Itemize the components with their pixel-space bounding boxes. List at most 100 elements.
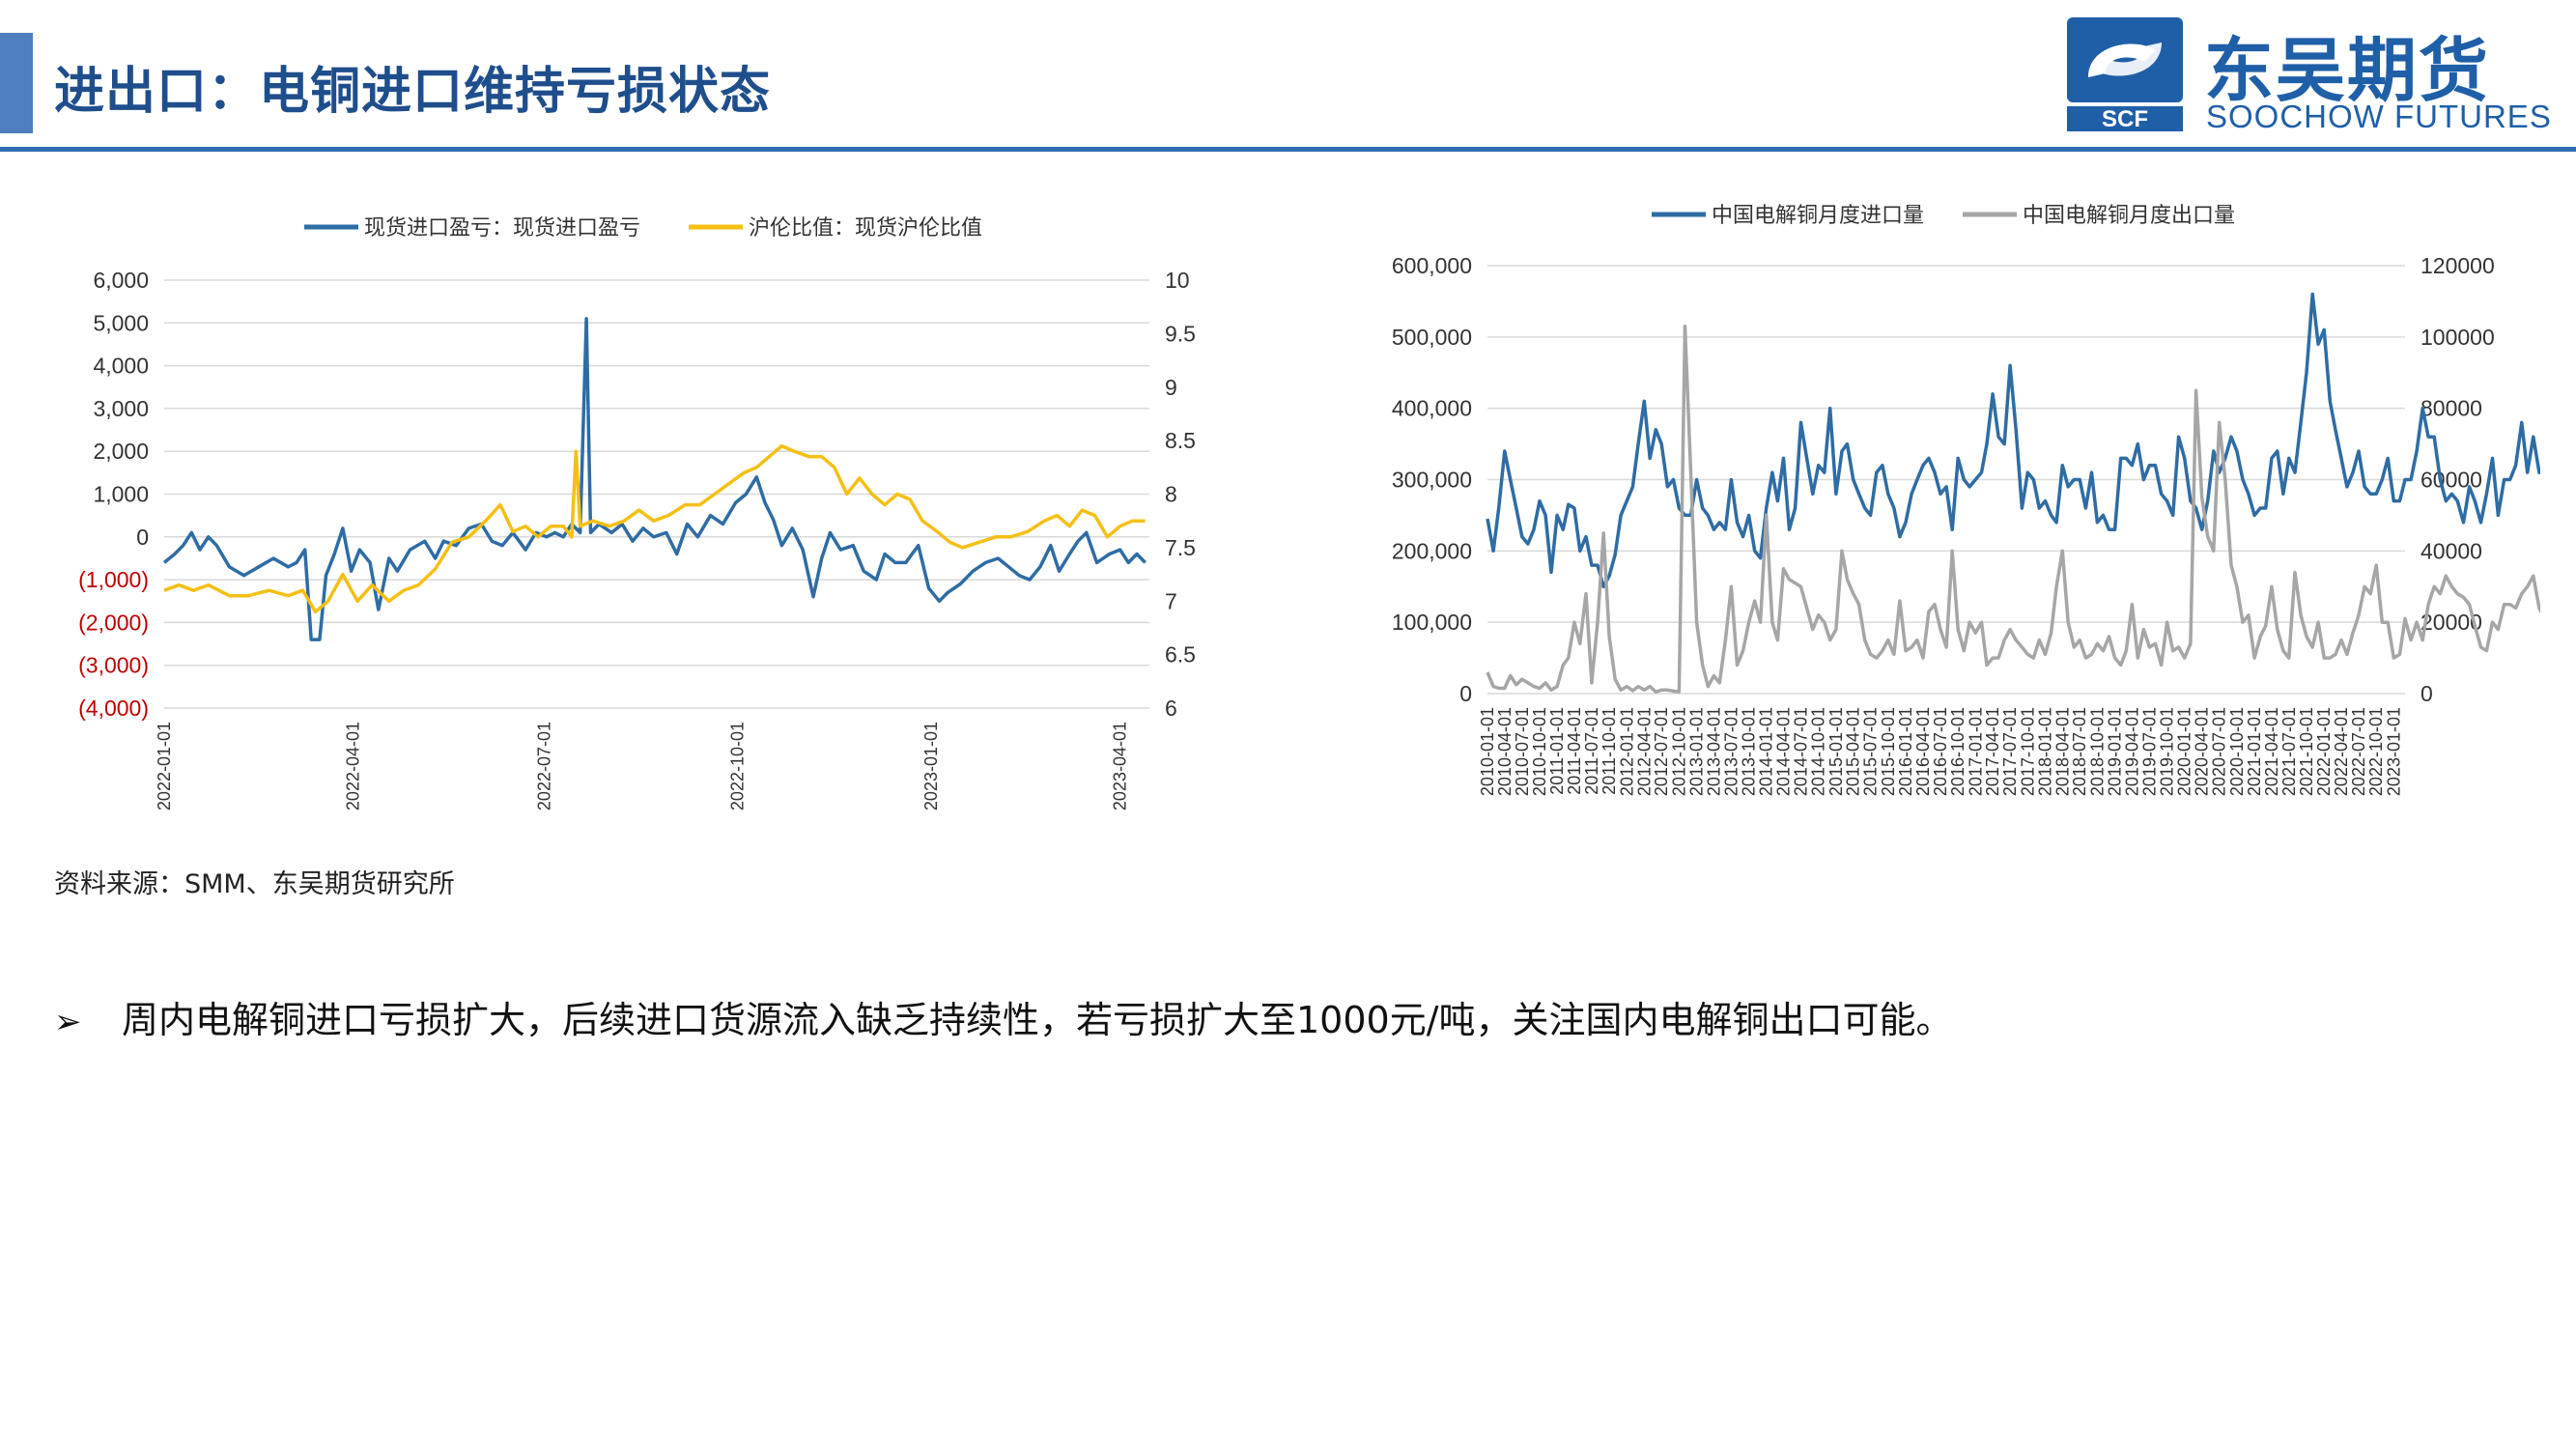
y-right-tick-label: 7.5 — [1165, 535, 1196, 560]
x-tick-label: 2022-07-01 — [2349, 707, 2368, 796]
y-left-tick-label: 300,000 — [1392, 468, 1472, 493]
x-tick-label: 2013-10-01 — [1740, 707, 1759, 796]
bullet-arrow-icon: ➢ — [54, 1003, 82, 1041]
x-tick-label: 2022-04-01 — [2332, 707, 2351, 796]
x-tick-label: 2017-01-01 — [1966, 707, 1985, 796]
x-tick-label: 2015-04-01 — [1844, 707, 1863, 796]
y-left-tick-label: 1,000 — [93, 482, 149, 507]
import-profit-chart-svg: 6,000 5,000 4,000 3,000 2,000 1,000 0 (1,000) (2… — [78, 215, 1196, 810]
logo-chinese-name: 东吴期货 — [2204, 30, 2491, 111]
x-tick-label: 2010-07-01 — [1513, 707, 1532, 796]
x-tick-label: 2013-01-01 — [1687, 707, 1707, 796]
y-right-tick-label: 60000 — [2420, 468, 2482, 493]
x-tick-label: 2012-07-01 — [1652, 707, 1671, 796]
y-left-tick-label: (3,000) — [78, 653, 149, 678]
y-left-tick-label: 400,000 — [1392, 396, 1472, 421]
logo-english-name: SOOCHOW FUTURES — [2206, 99, 2552, 134]
company-logo: SCF 东吴期货 SOOCHOW FUTURES — [2067, 14, 2560, 135]
x-tick-label: 2014-04-01 — [1774, 707, 1794, 796]
y-right-tick-label: 9 — [1165, 375, 1177, 400]
commentary-text: 周内电解铜进口亏损扩大，后续进口货源流入缺乏持续性，若亏损扩大至1000元/吨，… — [122, 999, 1953, 1041]
series-line-secondary — [1486, 325, 2576, 694]
scf-logo-mark: SCF — [2067, 17, 2183, 131]
x-tick-label: 2022-04-01 — [344, 722, 363, 810]
x-tick-label: 2015-10-01 — [1879, 707, 1898, 796]
x-tick-label: 2016-01-01 — [1896, 707, 1915, 796]
y-left-tick-label: 6,000 — [93, 268, 149, 293]
x-tick-label: 2019-10-01 — [2158, 707, 2177, 796]
x-tick-label: 2010-04-01 — [1495, 707, 1514, 796]
x-tick-label: 2014-07-01 — [1792, 707, 1811, 796]
x-tick-label: 2016-10-01 — [1948, 707, 1967, 796]
header-divider — [0, 147, 2576, 152]
y-right-tick-label: 7 — [1165, 588, 1177, 613]
y-left-tick-label: (4,000) — [78, 696, 149, 721]
x-tick-label: 2018-10-01 — [2087, 707, 2107, 796]
x-tick-label: 2020-10-01 — [2227, 707, 2247, 796]
y-right-tick-label: 120000 — [2420, 253, 2495, 278]
y-left-tick-label: 5,000 — [93, 310, 149, 335]
y-left-tick-label: (2,000) — [78, 610, 149, 635]
x-tick-label: 2022-07-01 — [535, 722, 554, 810]
x-tick-label: 2018-01-01 — [2035, 707, 2054, 796]
x-tick-label: 2011-07-01 — [1582, 707, 1601, 795]
x-tick-label: 2011-04-01 — [1565, 707, 1584, 795]
x-tick-label: 2014-01-01 — [1757, 707, 1776, 796]
series-line-primary — [162, 317, 1146, 641]
x-tick-label: 2021-01-01 — [2245, 707, 2264, 796]
x-tick-label: 2020-07-01 — [2210, 707, 2229, 796]
y-right-tick-label: 40000 — [2420, 538, 2482, 563]
x-tick-label: 2010-01-01 — [1478, 707, 1497, 796]
y-left-tick-label: 500,000 — [1392, 325, 1472, 350]
x-tick-label: 2018-04-01 — [2052, 707, 2072, 796]
y-left-tick-label: 4,000 — [93, 354, 149, 379]
header-accent-bar — [0, 33, 33, 133]
x-tick-label: 2020-01-01 — [2175, 707, 2194, 796]
x-tick-label: 2017-04-01 — [1983, 707, 2002, 796]
x-tick-label: 2011-01-01 — [1547, 707, 1567, 795]
x-tick-label: 2021-07-01 — [2279, 707, 2299, 796]
import-profit-chart: 6,000 5,000 4,000 3,000 2,000 1,000 0 (1,000) (2… — [39, 184, 1236, 821]
x-tick-label: 2022-01-01 — [2314, 707, 2334, 796]
y-left-tick-label: 3,000 — [93, 396, 149, 421]
x-tick-label: 2015-07-01 — [1861, 707, 1881, 796]
x-tick-label: 2014-10-01 — [1809, 707, 1828, 796]
x-tick-label: 2023-04-01 — [1111, 722, 1130, 810]
y-right-tick-label: 80000 — [2420, 396, 2482, 421]
x-tick-label: 2019-07-01 — [2139, 707, 2159, 796]
x-tick-label: 2010-10-01 — [1530, 707, 1549, 796]
x-tick-label: 2019-04-01 — [2122, 707, 2141, 796]
y-right-tick-label: 6 — [1165, 696, 1177, 721]
y-right-tick-label: 6.5 — [1165, 642, 1196, 668]
data-source-note: 资料来源：SMM、东吴期货研究所 — [54, 869, 455, 899]
x-tick-label: 2023-01-01 — [921, 722, 941, 810]
x-tick-label: 2018-07-01 — [2070, 707, 2089, 796]
y-right-tick-label: 8.5 — [1165, 428, 1196, 453]
series-line-secondary — [163, 443, 1146, 614]
y-left-tick-label: 100,000 — [1392, 610, 1472, 635]
legend-label: 现货进口盈亏：现货进口盈亏 — [364, 215, 640, 240]
scf-logo-text: SCF — [2102, 106, 2148, 131]
series-line-primary — [1486, 292, 2576, 589]
monthly-trade-chart: 600,000 500,000 400,000 300,000 200,000 100,0… — [1343, 184, 2576, 821]
x-tick-label: 2016-04-01 — [1913, 707, 1933, 796]
y-right-tick-label: 100000 — [2420, 325, 2495, 350]
y-right-tick-label: 8 — [1165, 482, 1177, 507]
x-tick-label: 2012-01-01 — [1617, 707, 1636, 796]
x-tick-label: 2017-07-01 — [2000, 707, 2020, 796]
commentary-bullet: ➢ 周内电解铜进口亏损扩大，后续进口货源流入缺乏持续性，若亏损扩大至1000元/吨… — [54, 990, 1953, 1043]
legend-label: 沪伦比值：现货沪伦比值 — [749, 215, 982, 240]
x-tick-label: 2022-01-01 — [155, 722, 174, 810]
x-tick-label: 2015-01-01 — [1826, 707, 1846, 796]
x-tick-label: 2017-10-01 — [2018, 707, 2037, 796]
y-left-tick-label: 0 — [1459, 681, 1472, 706]
x-tick-label: 2016-07-01 — [1931, 707, 1950, 796]
x-tick-label: 2022-10-01 — [2366, 707, 2386, 796]
x-tick-label: 2012-10-01 — [1669, 707, 1688, 796]
y-left-tick-label: 200,000 — [1392, 538, 1472, 563]
x-tick-label: 2022-10-01 — [728, 722, 748, 810]
x-tick-label: 2021-10-01 — [2297, 707, 2316, 796]
legend-label: 中国电解铜月度进口量 — [1712, 203, 1924, 227]
legend-label: 中国电解铜月度出口量 — [2023, 203, 2235, 227]
y-left-tick-label: (1,000) — [78, 567, 149, 592]
